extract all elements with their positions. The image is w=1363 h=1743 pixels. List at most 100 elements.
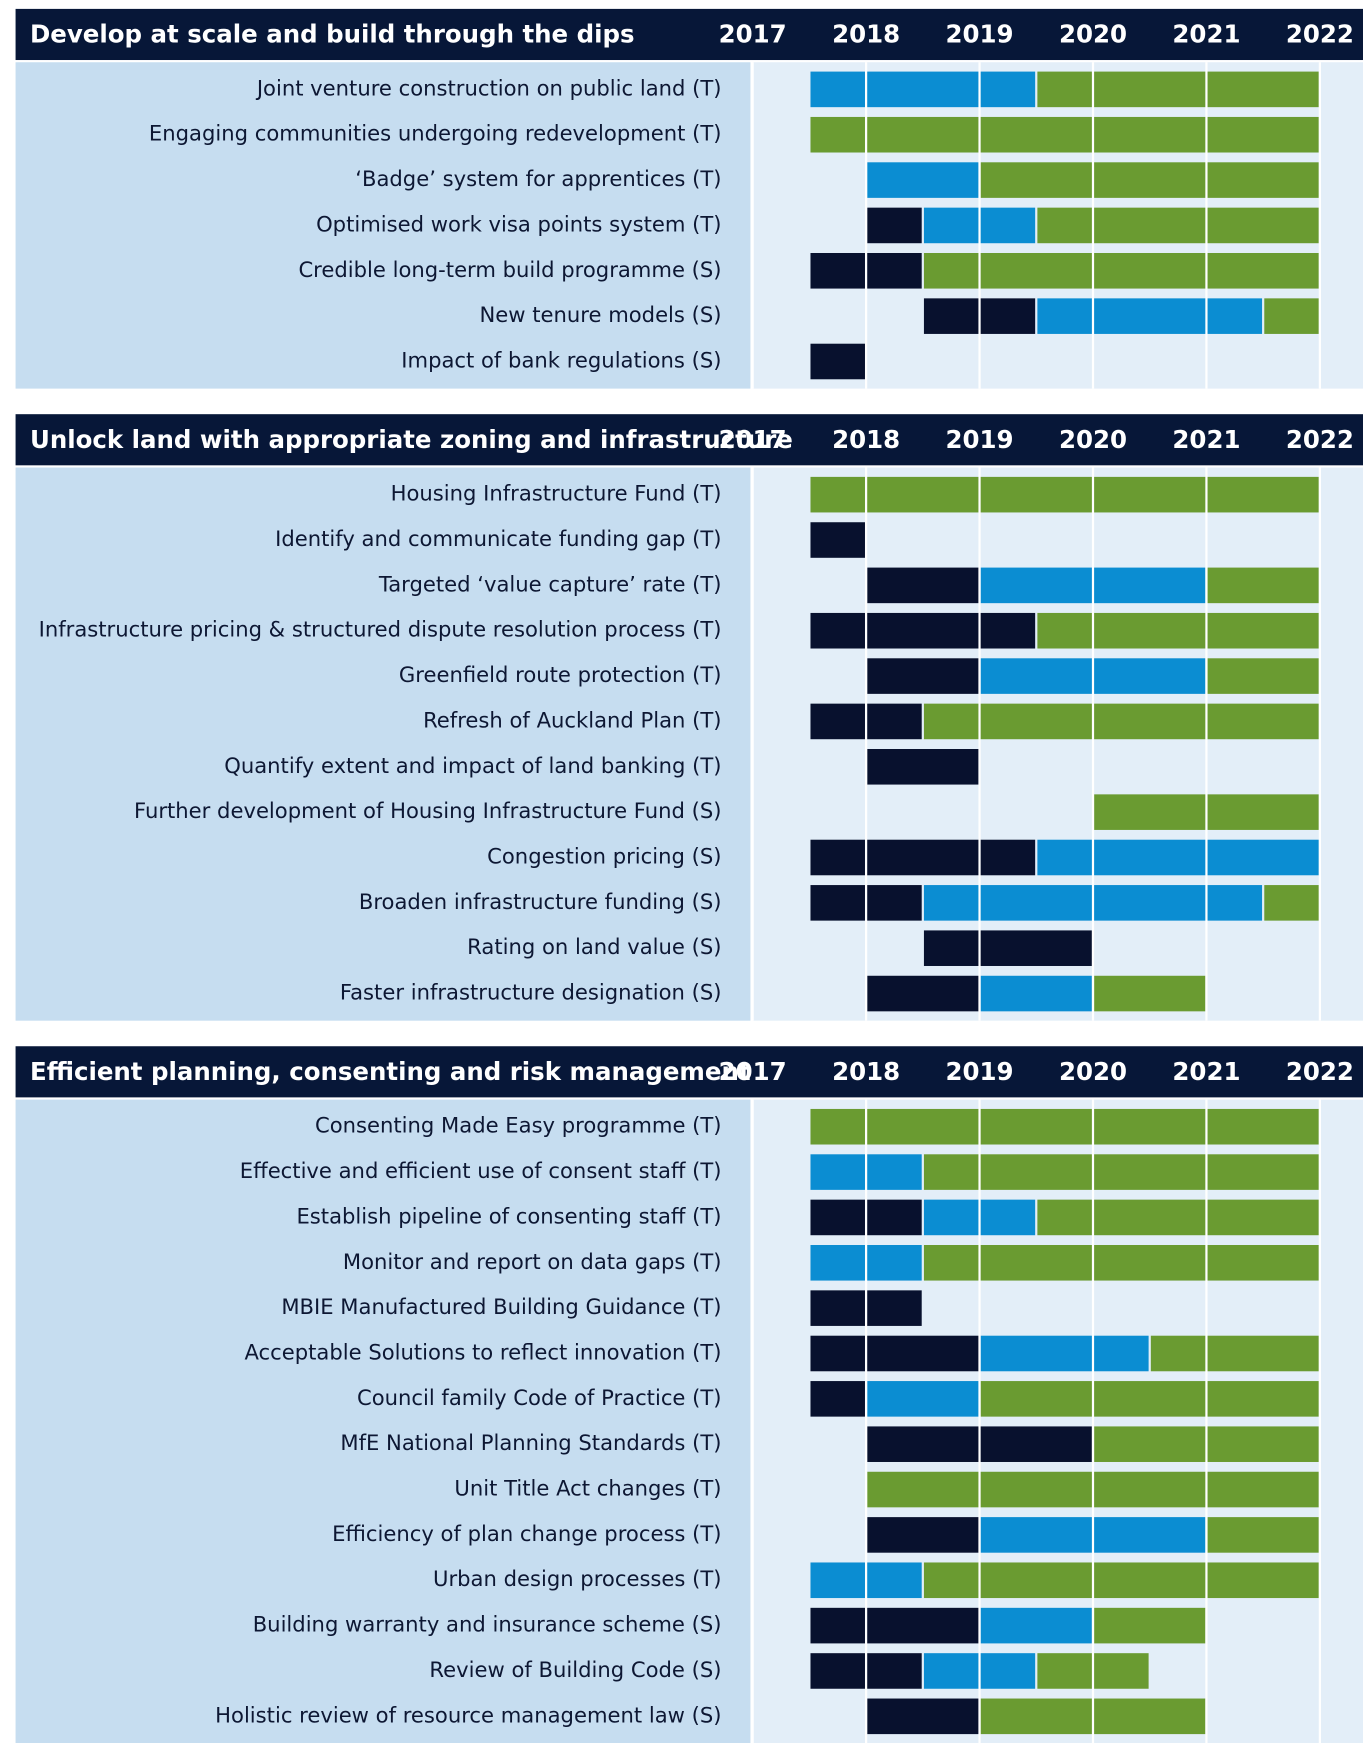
task-label: Urban design processes (T)	[433, 1566, 722, 1591]
task-segment	[867, 1517, 979, 1553]
task-label: ‘Badge’ system for apprentices (T)	[355, 166, 721, 191]
task-segment	[980, 1381, 1319, 1417]
task-segment	[867, 567, 979, 604]
label-panel	[15, 1099, 751, 1743]
task-label: Acceptable Solutions to reflect innovati…	[244, 1339, 721, 1364]
task-segment	[1094, 1607, 1206, 1644]
task-label: Establish pipeline of consenting staff (…	[296, 1203, 721, 1228]
task-label: Holistic review of resource management l…	[215, 1702, 721, 1727]
task-segment	[810, 522, 865, 558]
task-segment	[810, 1335, 979, 1372]
year-label: 2019	[946, 1057, 1014, 1086]
task-segment	[1094, 975, 1206, 1012]
timeline-panel	[752, 1099, 1363, 1743]
task-label: Monitor and report on data gaps (T)	[343, 1249, 722, 1274]
task-segment	[810, 839, 1036, 876]
task-segment	[923, 1562, 1319, 1599]
task-label: Faster infrastructure designation (S)	[340, 980, 722, 1005]
task-label: Engaging communities undergoing redevelo…	[149, 121, 722, 146]
task-segment	[1150, 1335, 1319, 1372]
task-label: Greenfield route protection (T)	[399, 662, 722, 687]
task-segment	[1037, 839, 1319, 876]
task-segment	[923, 703, 1319, 740]
task-segment	[1207, 567, 1319, 604]
task-segment	[810, 1607, 979, 1644]
task-segment	[810, 1381, 865, 1417]
task-label: Infrastructure pricing & structured disp…	[39, 617, 722, 642]
task-segment	[1264, 885, 1319, 921]
year-label: 2020	[1059, 1057, 1127, 1086]
task-segment	[923, 1245, 1319, 1281]
section-header	[15, 1046, 1363, 1098]
year-label: 2022	[1286, 425, 1354, 454]
task-label: New tenure models (S)	[480, 302, 722, 327]
task-label: MfE National Planning Standards (T)	[340, 1430, 721, 1455]
task-segment	[867, 207, 922, 244]
year-label: 2021	[1172, 20, 1240, 49]
task-label: MBIE Manufactured Building Guidance (T)	[281, 1294, 721, 1319]
year-label: 2021	[1172, 425, 1240, 454]
year-label: 2022	[1286, 20, 1354, 49]
task-segment	[867, 1381, 979, 1417]
task-segment	[810, 116, 1319, 153]
label-panel	[15, 467, 751, 1021]
task-label: Identify and communicate funding gap (T)	[275, 526, 721, 551]
task-label: Further development of Housing Infrastru…	[134, 798, 722, 823]
task-segment	[810, 1108, 1319, 1145]
task-label: Congestion pricing (S)	[487, 843, 721, 868]
task-segment	[923, 1154, 1319, 1190]
task-label: Optimised work visa points system (T)	[316, 211, 721, 236]
task-segment	[980, 162, 1319, 198]
task-segment	[1037, 71, 1319, 108]
task-segment	[923, 253, 1319, 289]
year-label: 2018	[832, 20, 900, 49]
task-label: Unit Title Act changes (T)	[454, 1476, 721, 1501]
label-panel	[15, 62, 751, 389]
task-segment	[1207, 1517, 1319, 1553]
year-label: 2022	[1286, 1057, 1354, 1086]
timeline-panel	[752, 467, 1363, 1021]
task-label: Impact of bank regulations (S)	[401, 347, 721, 372]
task-segment	[867, 658, 979, 694]
task-label: Effective and efficient use of consent s…	[240, 1158, 722, 1183]
task-segment	[810, 71, 1036, 108]
task-segment	[867, 975, 979, 1012]
year-label: 2017	[719, 425, 787, 454]
task-label: Credible long-term build programme (S)	[298, 257, 721, 282]
task-label: Broaden infrastructure funding (S)	[359, 889, 722, 914]
task-segment	[1037, 298, 1263, 334]
year-label: 2018	[832, 425, 900, 454]
year-label: 2020	[1059, 425, 1127, 454]
task-segment	[923, 930, 1092, 966]
task-label: Joint venture construction on public lan…	[255, 75, 722, 100]
task-segment	[1207, 658, 1319, 694]
task-segment	[980, 975, 1092, 1012]
task-label: Efficiency of plan change process (T)	[332, 1521, 721, 1546]
task-label: Targeted ‘value capture’ rate (T)	[378, 571, 722, 596]
section-title: Efficient planning, consenting and risk …	[30, 1057, 751, 1086]
task-segment	[980, 1335, 1149, 1372]
section-title: Unlock land with appropriate zoning and …	[30, 425, 793, 454]
task-label: Quantify extent and impact of land banki…	[224, 753, 721, 778]
task-segment	[1037, 207, 1319, 244]
task-label: Consenting Made Easy programme (T)	[315, 1113, 722, 1138]
task-segment	[810, 612, 1036, 649]
section-header	[15, 414, 1363, 466]
task-segment	[867, 1698, 979, 1735]
task-label: Refresh of Auckland Plan (T)	[423, 707, 721, 732]
year-label: 2020	[1059, 20, 1127, 49]
task-segment	[810, 476, 1319, 513]
year-label: 2019	[946, 425, 1014, 454]
task-segment	[867, 749, 979, 785]
year-label: 2017	[719, 1057, 787, 1086]
task-label: Building warranty and insurance scheme (…	[253, 1612, 722, 1637]
task-segment	[1037, 612, 1319, 649]
task-segment	[867, 162, 979, 198]
task-label: Review of Building Code (S)	[429, 1657, 721, 1682]
task-segment	[1264, 298, 1319, 334]
task-label: Council family Code of Practice (T)	[357, 1385, 722, 1410]
task-segment	[980, 1607, 1092, 1644]
section-header	[15, 8, 1363, 61]
